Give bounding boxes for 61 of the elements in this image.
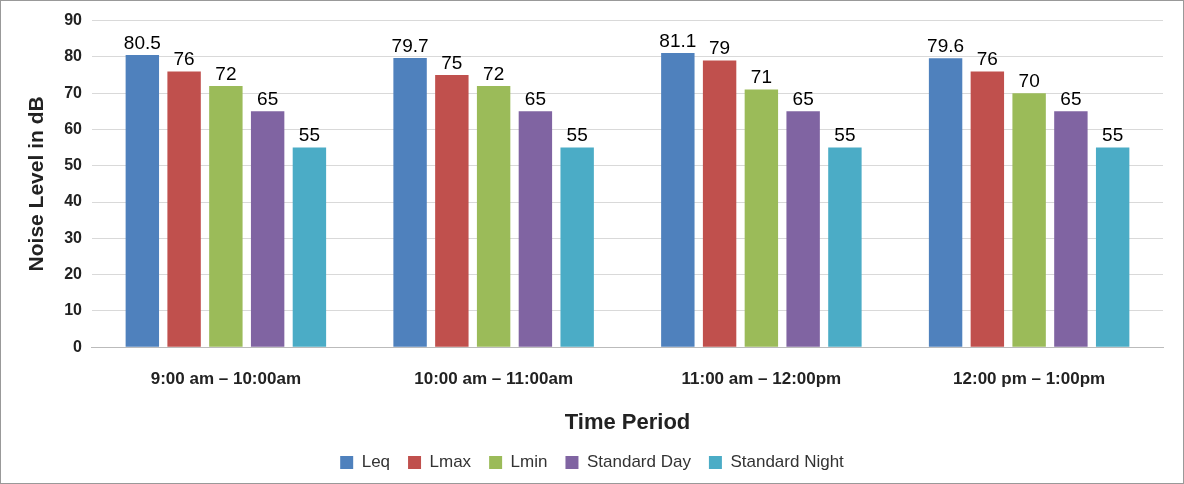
data-label: 71 — [750, 66, 772, 88]
bar — [393, 57, 427, 347]
data-label: 65 — [524, 88, 546, 110]
bar — [928, 58, 963, 347]
y-axis-title: Noise Level in dB — [24, 96, 48, 272]
bar — [828, 147, 862, 347]
y-tick-label: 80 — [64, 47, 83, 65]
bar — [518, 111, 553, 347]
data-label: 80.5 — [123, 31, 161, 53]
bar — [125, 55, 160, 347]
y-tick-label: 90 — [64, 11, 83, 29]
data-label: 72 — [483, 62, 505, 84]
bar — [970, 71, 1005, 347]
data-label: 70 — [1018, 69, 1040, 91]
bar — [786, 111, 820, 347]
bar — [435, 75, 469, 347]
data-label: 79.6 — [927, 35, 965, 57]
y-tick-label: 70 — [64, 83, 83, 101]
data-label: 75 — [441, 51, 463, 73]
bar — [702, 60, 737, 347]
y-tick-label: 20 — [64, 265, 83, 283]
legend-label: Standard Night — [730, 452, 845, 472]
y-tick-label: 50 — [64, 156, 83, 174]
data-label: 76 — [976, 48, 998, 70]
bar — [1095, 147, 1130, 347]
data-label: 55 — [834, 124, 856, 146]
bar — [560, 147, 594, 347]
data-label: 79 — [709, 37, 731, 59]
x-tick-label: 10:00 am – 11:00am — [414, 369, 574, 389]
legend-label: Lmin — [510, 452, 548, 472]
data-label: 65 — [1060, 88, 1082, 110]
x-tick-label: 11:00 am – 12:00pm — [681, 369, 842, 389]
y-tick-label: 0 — [73, 337, 83, 355]
x-tick-label: 9:00 am – 10:00am — [150, 369, 302, 389]
data-label: 65 — [257, 88, 279, 110]
legend-label: Leq — [361, 452, 391, 472]
data-label: 65 — [792, 88, 814, 110]
bar — [1012, 93, 1046, 347]
bar — [250, 111, 285, 347]
bar — [744, 89, 779, 347]
legend-label: Standard Day — [586, 452, 692, 472]
legend-label: Lmax — [429, 452, 472, 472]
y-tick-label: 10 — [64, 301, 83, 319]
y-tick-label: 30 — [64, 228, 83, 246]
x-tick-label: 12:00 pm – 1:00pm — [953, 369, 1106, 389]
data-label: 55 — [566, 124, 588, 146]
bar — [1054, 111, 1088, 347]
y-tick-label: 60 — [64, 119, 83, 137]
data-label: 55 — [298, 124, 320, 146]
data-label: 79.7 — [391, 34, 429, 56]
data-label: 55 — [1102, 124, 1124, 146]
bar — [476, 85, 511, 347]
y-tick-label: 40 — [64, 192, 83, 210]
bar — [661, 52, 695, 347]
x-axis-title: Time Period — [564, 408, 691, 434]
bar — [167, 71, 201, 347]
bar — [209, 85, 243, 347]
data-label: 72 — [215, 62, 237, 84]
data-label: 76 — [173, 48, 195, 70]
data-label: 81.1 — [659, 29, 697, 51]
bar — [292, 147, 327, 347]
